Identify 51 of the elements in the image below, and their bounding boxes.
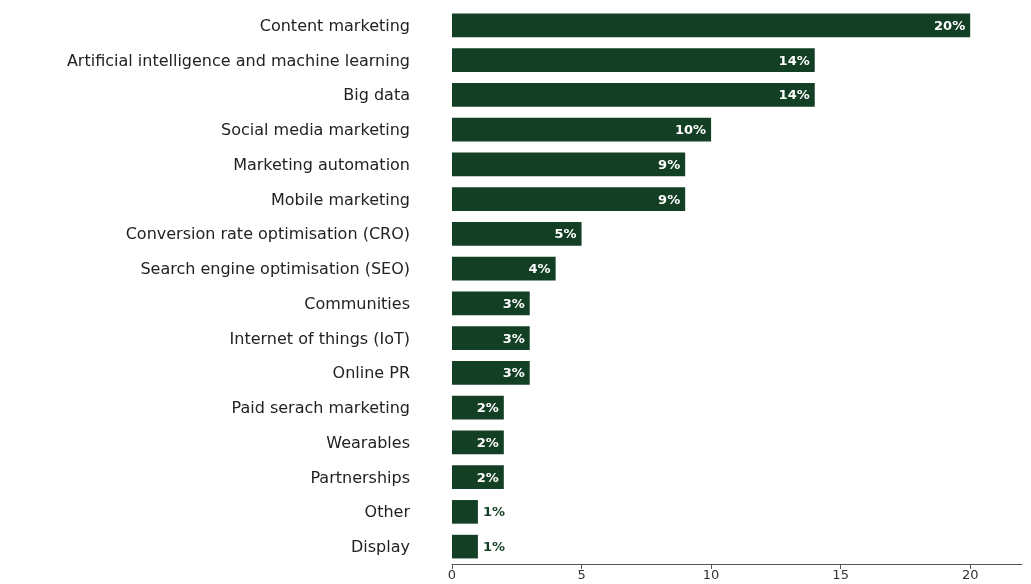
data-label: 14% bbox=[778, 52, 810, 68]
data-label: 20% bbox=[934, 17, 966, 33]
bar bbox=[452, 534, 478, 559]
bar bbox=[452, 222, 582, 246]
y-tick-label: Content marketing bbox=[259, 15, 410, 35]
data-label: 9% bbox=[658, 156, 681, 172]
y-tick-label: Artificial intelligence and machine learning bbox=[66, 50, 410, 70]
data-label: 2% bbox=[476, 434, 499, 450]
y-tick-label: Conversion rate optimisation (CRO) bbox=[125, 224, 410, 244]
x-tick-label: 20 bbox=[961, 567, 979, 582]
bar bbox=[452, 465, 504, 489]
data-label: 1% bbox=[482, 539, 505, 555]
x-tick-label: 5 bbox=[577, 567, 586, 582]
bar bbox=[452, 500, 478, 524]
bar bbox=[452, 361, 530, 385]
data-label: 2% bbox=[476, 469, 499, 485]
data-label: 3% bbox=[502, 295, 525, 311]
y-tick-label: Internet of things (IoT) bbox=[229, 328, 410, 348]
bar bbox=[452, 256, 556, 281]
bar bbox=[452, 48, 815, 72]
data-label: 5% bbox=[554, 226, 577, 242]
y-tick-label: Other bbox=[364, 502, 411, 522]
data-label: 9% bbox=[658, 191, 681, 207]
bar bbox=[452, 13, 971, 38]
bar bbox=[452, 326, 530, 350]
y-tick-label: Search engine optimisation (SEO) bbox=[140, 259, 410, 279]
y-tick-label: Online PR bbox=[332, 363, 410, 383]
data-label: 14% bbox=[778, 87, 810, 103]
y-tick-label: Mobile marketing bbox=[270, 189, 410, 209]
x-tick-label: 15 bbox=[832, 567, 849, 582]
y-tick-label: Marketing automation bbox=[233, 154, 410, 174]
data-label: 3% bbox=[502, 330, 525, 346]
y-tick-label: Display bbox=[351, 537, 410, 557]
data-label: 10% bbox=[674, 122, 707, 138]
bar bbox=[452, 152, 686, 177]
y-tick-label: Paid serach marketing bbox=[231, 398, 410, 418]
y-tick-label: Big data bbox=[343, 85, 410, 105]
data-label: 1% bbox=[482, 504, 505, 520]
y-tick-label: Wearables bbox=[326, 432, 410, 452]
y-tick-label: Partnerships bbox=[310, 467, 410, 487]
x-tick-label: 10 bbox=[702, 567, 720, 582]
bar bbox=[452, 187, 686, 211]
y-tick-label: Communities bbox=[304, 293, 410, 313]
data-label: 4% bbox=[528, 261, 551, 277]
bar bbox=[452, 83, 815, 107]
y-tick-label: Social media marketing bbox=[221, 120, 410, 140]
data-label: 2% bbox=[476, 400, 499, 416]
x-tick-label: 0 bbox=[447, 567, 457, 582]
bar bbox=[452, 117, 712, 142]
bar bbox=[452, 291, 530, 316]
data-label: 3% bbox=[502, 365, 525, 381]
